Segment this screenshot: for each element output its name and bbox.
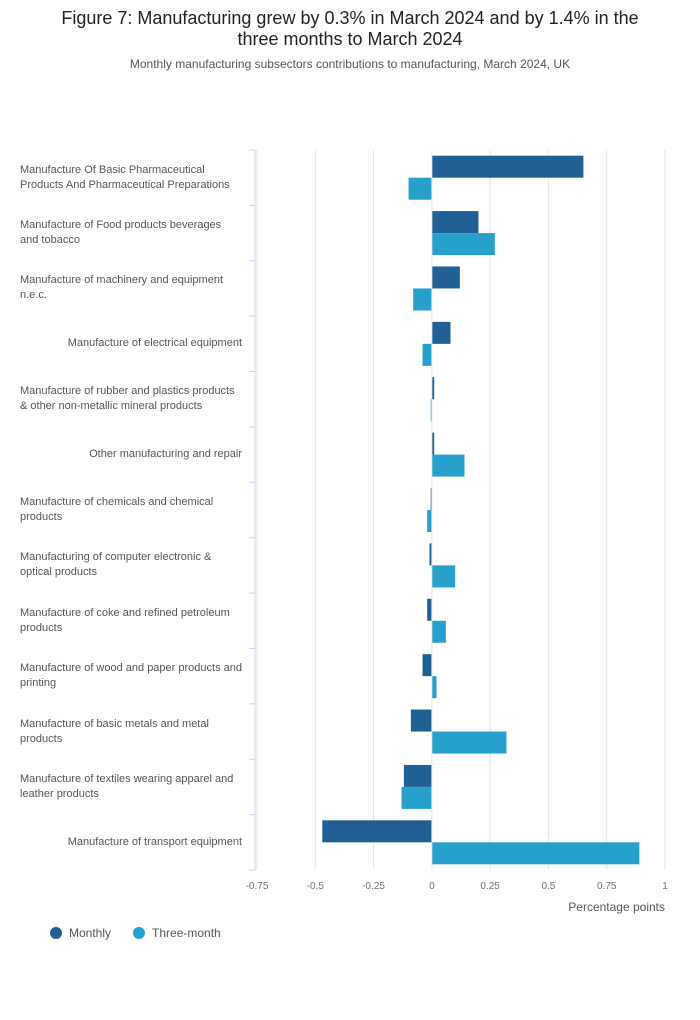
category-label-text: Manufacture of coke and refined petroleu… [20,606,230,634]
category-label: Manufacture of electrical equipment [20,317,242,371]
bar-monthly [410,709,432,732]
category-label: Manufacture Of Basic Pharmaceutical Prod… [20,151,242,205]
bar-monthly [403,764,432,787]
category-label: Manufacturing of computer electronic & o… [20,538,242,592]
category-label: Manufacture of transport equipment [20,815,242,869]
category-label-text: Manufacture of basic metals and metal pr… [20,717,209,745]
legend-label-three-month: Three-month [152,926,221,940]
legend-swatch-monthly [50,927,62,939]
legend-swatch-three-month [133,927,146,939]
bar-monthly [431,321,451,344]
chart-subtitle: Monthly manufacturing subsectors contrib… [129,57,571,71]
bar-three-month [431,565,456,588]
category-label: Manufacture of chemicals and chemical pr… [20,483,242,537]
bar-three-month [431,233,495,256]
category-label-text: Manufacture of chemicals and chemical pr… [20,496,214,523]
x-tick-label: 0.25 [480,881,500,892]
bar-monthly [427,598,432,621]
category-label: Other manufacturing and repair [20,428,242,482]
bar-monthly [431,211,479,234]
bar-monthly [431,266,460,289]
bar-monthly [431,377,435,400]
category-label-text: Manufacture of Food products beverages a… [20,219,222,247]
x-tick-label: 0 [429,881,435,892]
bar-three-month [422,343,432,366]
legend-item-monthly[interactable]: Monthly [50,926,111,940]
category-label-text: Manufacturing of computer electronic & o… [20,551,212,579]
category-label: Manufacture of basic metals and metal pr… [20,705,242,759]
category-label-text: Manufacture of rubber and plastics produ… [20,385,235,413]
bar-three-month [431,454,465,477]
category-label-text: Other manufacturing and repair [89,448,242,461]
category-label-text: Manufacture Of Basic Pharmaceutical Prod… [20,163,230,191]
category-label-text: Manufacture of transport equipment [67,835,242,848]
chart-title: Figure 7: Manufacturing grew by 0.3% in … [61,8,639,49]
category-label-text: Manufacture of electrical equipment [67,337,242,350]
x-tick-label: -0.25 [362,881,385,892]
bar-three-month [431,676,437,699]
bar-monthly [422,654,432,677]
bar-monthly [322,820,432,843]
x-axis-title: Percentage points [568,900,665,914]
x-tick-label: -0.5 [307,881,325,892]
bar-three-month [431,731,507,754]
x-tick-label: 0.5 [541,881,555,892]
category-label-text: Manufacture of textiles wearing apparel … [20,772,234,800]
category-label-text: Manufacture of machinery and equipment n… [20,274,224,302]
category-label: Manufacture of machinery and equipment n… [20,261,242,315]
legend-label-monthly: Monthly [69,926,112,940]
bar-three-month [431,620,446,643]
x-tick-label: -0.75 [246,881,269,892]
x-tick-label: 0.75 [597,881,617,892]
bar-three-month [427,510,432,532]
bar-chart: -0.75 -0.5 -0.25 0 0.25 0.5 0.75 1 Percentage po… [246,149,668,914]
category-label-text: Manufacture of wood and paper products a… [20,662,242,690]
bar-monthly [430,488,432,510]
category-label: Manufacture of rubber and plastics produ… [20,372,242,426]
category-label: Manufacture of coke and refined petroleu… [20,594,242,648]
bar-three-month [408,177,432,200]
bar-three-month [431,842,640,865]
bar-three-month [413,288,432,311]
category-label: Manufacture of Food products beverages a… [20,206,242,260]
bar-monthly [431,432,435,455]
x-tick-label: 1 [662,881,668,892]
bar-monthly [431,155,584,178]
bar-three-month [430,399,432,422]
bar-monthly [429,543,432,566]
legend-item-three-month[interactable]: Three-month [133,926,221,940]
category-label: Manufacture of textiles wearing apparel … [20,760,242,814]
bar-three-month [401,786,432,809]
category-label: Manufacture of wood and paper products a… [20,649,242,703]
legend: Monthly Three-month [50,926,243,940]
